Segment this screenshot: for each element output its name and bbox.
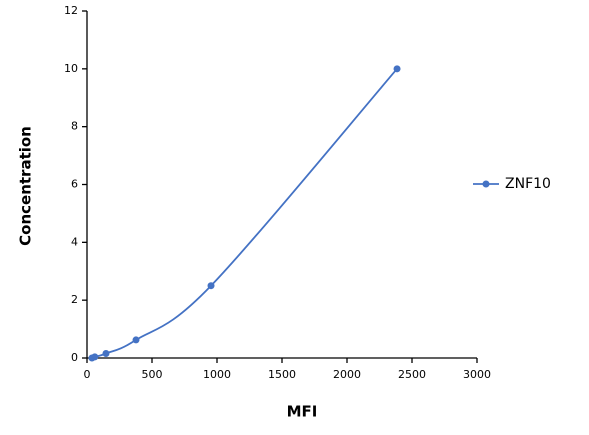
data-point [91, 353, 99, 361]
y-tick-label: 0 [71, 351, 78, 364]
data-point [393, 65, 401, 73]
x-axis-label: MFI [287, 403, 318, 421]
x-tick-label: 1500 [268, 368, 296, 381]
y-tick-label: 10 [64, 62, 78, 75]
legend-label: ZNF10 [505, 176, 551, 192]
y-axis-label: Concentration [17, 126, 35, 246]
series-line [91, 68, 398, 359]
y-tick-label: 12 [64, 4, 78, 17]
y-tick-label: 8 [71, 120, 78, 133]
data-point [207, 282, 215, 290]
data-point [102, 349, 110, 357]
y-tick-label: 6 [71, 178, 78, 191]
x-tick-label: 2000 [333, 368, 361, 381]
data-point [132, 336, 140, 344]
x-tick-label: 3000 [463, 368, 491, 381]
x-tick-label: 2500 [398, 368, 426, 381]
legend-marker [482, 180, 490, 188]
x-tick-label: 500 [142, 368, 163, 381]
x-tick-label: 0 [84, 368, 91, 381]
x-tick-label: 1000 [203, 368, 231, 381]
y-tick-label: 2 [71, 293, 78, 306]
y-tick-label: 4 [71, 235, 78, 248]
